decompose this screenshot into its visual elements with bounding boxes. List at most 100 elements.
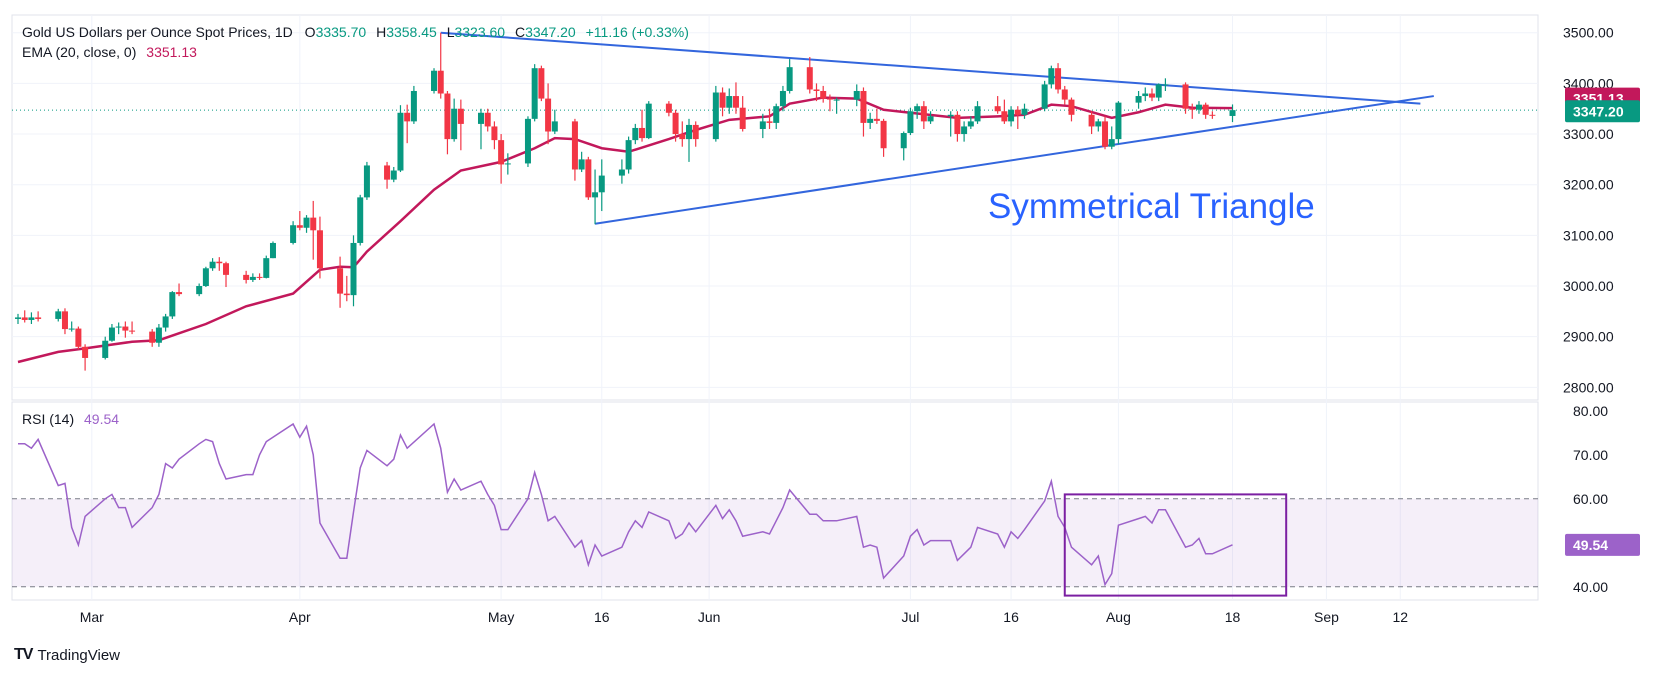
candle-layer (15, 32, 1236, 371)
candle-body (28, 317, 35, 320)
candle-body (672, 112, 679, 135)
candle (786, 59, 793, 94)
candle-body (1014, 109, 1021, 115)
candle (1014, 106, 1021, 129)
candle-body (75, 328, 82, 347)
candle (1148, 88, 1155, 102)
candle (303, 215, 310, 233)
candle-body (296, 225, 303, 228)
candle (1008, 106, 1015, 127)
candle (645, 101, 652, 140)
candle-body (1048, 68, 1055, 85)
candle (1142, 87, 1149, 102)
candle (290, 221, 297, 245)
candle (223, 261, 230, 288)
candle (149, 329, 156, 347)
rsi-value-badge: 49.54 (1565, 533, 1640, 556)
candle-body (1061, 89, 1068, 100)
brand-footer[interactable]: TV TradingView (14, 644, 120, 666)
candle (732, 82, 739, 114)
candle-body (176, 292, 183, 295)
candle (853, 84, 860, 107)
candle (625, 136, 632, 174)
candle-body (1189, 108, 1196, 110)
candle-body (357, 197, 364, 243)
x-tick-label: Aug (1106, 609, 1131, 625)
candle (712, 85, 719, 142)
candle-body (256, 276, 263, 278)
candle (357, 194, 364, 246)
candle (994, 96, 1001, 114)
candle-body (994, 106, 1001, 112)
candle (162, 313, 169, 332)
rsi-tick-label: 60.00 (1573, 491, 1608, 507)
ema-layer (17, 96, 1233, 364)
candle-body (122, 326, 129, 331)
candle-body (524, 118, 531, 164)
candle (914, 103, 921, 119)
candle-body (390, 170, 397, 180)
candle-body (55, 311, 62, 319)
candle (545, 83, 552, 145)
candle-body (477, 112, 484, 124)
candle-body (263, 258, 270, 278)
candle (1048, 65, 1055, 89)
candle-body (625, 140, 632, 170)
candle (216, 257, 223, 271)
candle (1055, 63, 1062, 94)
candle (1135, 90, 1142, 109)
candle-body (766, 121, 773, 123)
rsi-line (18, 422, 1233, 587)
tradingview-logo-icon: TV (14, 646, 33, 663)
candle (498, 134, 505, 184)
candle (538, 65, 545, 102)
candle-body (155, 327, 162, 343)
candle (779, 85, 786, 112)
candle-body (592, 192, 599, 198)
candle-body (531, 68, 538, 119)
candle (1155, 83, 1162, 102)
brand-name: TradingView (37, 646, 120, 664)
rsi-pane-frame (11, 401, 1539, 601)
candle (35, 311, 42, 322)
candle (592, 169, 599, 225)
chart-title: Gold US Dollars per Ounce Spot Prices, 1… (22, 24, 293, 40)
candle (444, 90, 451, 155)
candle-body (1088, 114, 1095, 127)
ema-legend: EMA (20, close, 0) 3351.13 (22, 44, 197, 60)
price-tick-label: 3200.00 (1563, 177, 1614, 193)
candle (1229, 104, 1236, 123)
candle-body (739, 107, 746, 129)
candle-body (1155, 84, 1162, 98)
candle (672, 109, 679, 142)
change-value: +11.16 (+0.33%) (586, 24, 689, 40)
candle (68, 321, 75, 332)
candle-body (779, 90, 786, 107)
candle (316, 216, 323, 279)
candle-body (545, 98, 552, 132)
x-tick-label: Sep (1314, 609, 1339, 625)
candle (1068, 97, 1075, 122)
candle-body (1115, 102, 1122, 140)
candle-body (571, 121, 578, 170)
candle-body (551, 121, 558, 132)
candle-body (437, 70, 444, 94)
candle (1088, 111, 1095, 135)
candle-body (773, 106, 780, 123)
candle (1001, 99, 1008, 124)
rsi-value-badge-bg (1565, 533, 1640, 556)
candle-body (1209, 114, 1216, 116)
x-tick-label: 12 (1392, 609, 1408, 625)
candle-body (350, 242, 357, 296)
grid-layer (11, 14, 1539, 601)
candle (739, 96, 746, 132)
candle (833, 97, 840, 114)
candle-body (404, 112, 411, 122)
ema-label: EMA (20, close, 0) (22, 44, 136, 60)
candle-body (504, 163, 511, 165)
candle (759, 113, 766, 139)
candle-body (115, 326, 122, 328)
candle-body (1108, 139, 1115, 147)
candle (1041, 80, 1048, 112)
